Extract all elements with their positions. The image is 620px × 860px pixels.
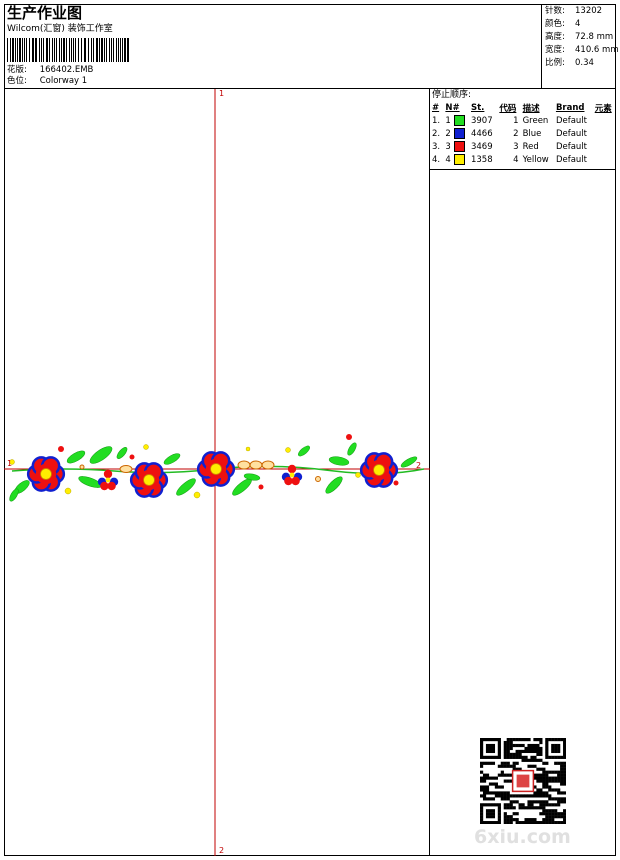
table-row: 2. 2 4466 2 Blue Default xyxy=(430,127,616,140)
axis-label-bottom: 2 xyxy=(219,846,225,855)
col-element: 元素 xyxy=(594,103,612,114)
stat-label: 宽度: xyxy=(545,45,565,55)
table-row: 4. 4 1358 4 Yellow Default xyxy=(430,153,616,166)
stat-label: 颜色: xyxy=(545,19,565,29)
col-description: 描述 xyxy=(522,103,540,114)
color-code: 1 xyxy=(513,115,519,126)
color-swatch xyxy=(453,154,465,165)
thread-brand: Default xyxy=(555,128,587,139)
flower xyxy=(129,462,169,498)
small-flower xyxy=(97,469,119,491)
needle-number: 4 xyxy=(445,155,451,165)
table-row: 1. 1 3907 1 Green Default xyxy=(430,114,616,127)
needle-cell: 4 xyxy=(443,153,469,166)
flower xyxy=(359,452,399,488)
colorway-row: 色位: Colorway 1 xyxy=(7,76,87,87)
thread-brand: Default xyxy=(555,141,587,152)
color-swatch xyxy=(453,128,465,139)
barcode xyxy=(7,38,129,62)
color-swatch xyxy=(453,115,465,126)
embroidery-preview xyxy=(4,89,430,856)
col-brand: Brand xyxy=(555,102,585,113)
page-title: 生产作业图 xyxy=(7,4,83,22)
stat-label: 高度: xyxy=(545,32,565,42)
table-row: 3. 3 3469 3 Red Default xyxy=(430,140,616,153)
thread-brand: Default xyxy=(555,115,587,126)
row-number: 1. xyxy=(432,115,441,126)
stat-height: 高度: 72.8 mm xyxy=(545,31,613,44)
stat-value: 410.6 mm xyxy=(575,45,619,55)
red-dots xyxy=(58,434,399,490)
needle-number: 1 xyxy=(445,116,451,126)
color-code: 4 xyxy=(513,154,519,165)
color-description: Green xyxy=(522,115,549,126)
stat-stitches: 针数: 13202 xyxy=(545,5,602,18)
colorway-value: Colorway 1 xyxy=(39,76,88,86)
needle-number: 2 xyxy=(445,129,451,139)
flower xyxy=(26,456,66,492)
stitch-count: 1358 xyxy=(470,154,493,165)
yellow-dots xyxy=(9,444,361,499)
axis-label-left: 1 xyxy=(7,459,13,468)
col-code: 代码 xyxy=(499,103,517,114)
stitch-count: 3907 xyxy=(470,115,493,126)
colorway-label: 色位: xyxy=(7,76,27,86)
axis-label-top: 1 xyxy=(219,89,225,98)
color-swatch xyxy=(453,141,465,152)
axis-label-right: 2 xyxy=(416,461,422,470)
watermark: 6xiu.com xyxy=(474,826,571,848)
stat-label: 比例: xyxy=(545,58,565,68)
qr-code xyxy=(480,738,566,824)
panel-divider xyxy=(430,169,616,170)
flowers-group xyxy=(26,451,399,498)
table-header-row: # N# St. 代码 描述 Brand 元素 xyxy=(430,101,616,114)
color-description: Yellow xyxy=(522,154,549,165)
needle-cell: 2 xyxy=(443,127,469,140)
element-cell xyxy=(593,153,616,166)
stat-value: 4 xyxy=(575,19,581,29)
header: 生产作业图 Wilcom(汇窗) 装饰工作室 花版: 166402.EMB 色位… xyxy=(4,4,619,89)
stat-label: 针数: xyxy=(545,6,565,16)
stats-panel: 针数: 13202 颜色: 4 高度: 72.8 mm 宽度: 410.6 mm 比例:… xyxy=(541,4,619,88)
design-value: 166402.EMB xyxy=(39,65,94,75)
col-stitches: St. xyxy=(470,102,485,113)
stitch-count: 4466 xyxy=(470,128,493,139)
header-info: 生产作业图 Wilcom(汇窗) 装饰工作室 花版: 166402.EMB 色位… xyxy=(4,4,541,88)
design-label: 花版: xyxy=(7,65,27,75)
row-number: 2. xyxy=(432,128,441,139)
stat-colors: 颜色: 4 xyxy=(545,18,580,31)
color-description: Blue xyxy=(522,128,542,139)
color-description: Red xyxy=(522,141,539,152)
stop-sequence-panel: 停止顺序: # N# St. 代码 描述 Brand 元素 1. 1 3907 … xyxy=(430,89,616,856)
element-cell xyxy=(593,140,616,153)
sequence-title: 停止顺序: xyxy=(432,90,472,100)
stat-scale: 比例: 0.34 xyxy=(545,57,594,70)
design-row: 花版: 166402.EMB xyxy=(7,65,93,76)
element-cell xyxy=(593,127,616,140)
sequence-table: # N# St. 代码 描述 Brand 元素 1. 1 3907 1 Gree… xyxy=(430,101,616,166)
thread-brand: Default xyxy=(555,154,587,165)
needle-number: 3 xyxy=(445,142,451,152)
stat-width: 宽度: 410.6 mm xyxy=(545,44,619,57)
design-canvas: 1 2 1 2 xyxy=(4,89,430,856)
color-code: 2 xyxy=(513,128,519,139)
stat-value: 13202 xyxy=(575,6,603,16)
small-flower xyxy=(281,464,303,486)
row-number: 4. xyxy=(432,154,441,165)
row-number: 3. xyxy=(432,141,441,152)
bead-chain xyxy=(79,460,321,482)
stat-value: 72.8 mm xyxy=(575,32,614,42)
color-code: 3 xyxy=(513,141,519,152)
element-cell xyxy=(593,114,616,127)
needle-cell: 3 xyxy=(443,140,469,153)
needle-cell: 1 xyxy=(443,114,469,127)
company-name: Wilcom(汇窗) 装饰工作室 xyxy=(7,24,113,34)
col-number: # xyxy=(432,102,440,113)
page-frame xyxy=(4,4,616,856)
leaves-group xyxy=(9,442,418,502)
stitch-count: 3469 xyxy=(470,141,493,152)
stat-value: 0.34 xyxy=(575,58,594,68)
col-needle: N# xyxy=(445,102,460,113)
flower xyxy=(196,451,236,487)
